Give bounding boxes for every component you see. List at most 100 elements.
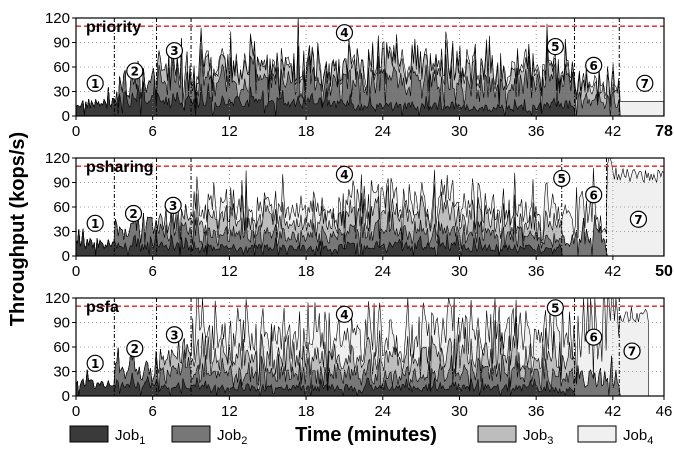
phase-label-4: 4 xyxy=(335,305,354,323)
phase-number: 1 xyxy=(91,357,99,371)
x-tick-label: 0 xyxy=(72,263,80,280)
phase-circle xyxy=(86,354,104,372)
phase-number: 6 xyxy=(590,331,598,345)
x-tick-label: 6 xyxy=(149,123,157,140)
phase-circle xyxy=(335,24,354,42)
legend-label-subscript: 2 xyxy=(241,435,247,447)
phase-circle xyxy=(636,74,654,92)
x-tick-label: 12 xyxy=(221,263,238,280)
phase-circle xyxy=(546,299,564,317)
phase-circle xyxy=(623,342,641,360)
phase-number: 2 xyxy=(129,207,137,221)
y-tick-label: 0 xyxy=(62,388,70,405)
phase-circle xyxy=(86,214,104,232)
phase-number: 7 xyxy=(628,345,636,359)
phase-number: 4 xyxy=(340,308,348,322)
legend-item-job4: Job4 xyxy=(577,425,653,447)
phase-label-2: 2 xyxy=(126,62,144,80)
x-tick-label: 42 xyxy=(605,403,622,420)
phase-number: 7 xyxy=(641,77,649,91)
phase-circle xyxy=(126,62,144,80)
phase-number: 1 xyxy=(91,217,99,231)
phase-label-7: 7 xyxy=(629,210,648,228)
x-tick-label: 24 xyxy=(374,123,391,140)
x-tick-label: 18 xyxy=(298,403,315,420)
y-tick-label: 60 xyxy=(53,339,70,356)
phase-label-4: 4 xyxy=(335,165,354,183)
phase-circle xyxy=(553,169,571,188)
x-tick-label: 42 xyxy=(605,263,622,280)
phase-number: 3 xyxy=(170,328,178,342)
phase-label-5: 5 xyxy=(546,37,564,56)
phase-number: 2 xyxy=(131,65,139,79)
legend-label: Job3 xyxy=(523,427,553,447)
x-tick-label: 12 xyxy=(221,403,238,420)
legend-item-job2: Job2 xyxy=(171,425,247,447)
x-tick-label: 30 xyxy=(451,263,468,280)
legend-swatch xyxy=(577,425,617,443)
phase-circle xyxy=(165,42,184,60)
phase-circle xyxy=(629,210,648,228)
phase-number: 3 xyxy=(170,44,178,58)
legend-swatch xyxy=(171,425,211,443)
phase-label-3: 3 xyxy=(164,196,182,214)
y-tick-label: 120 xyxy=(45,150,70,167)
legend-label-subscript: 3 xyxy=(547,435,553,447)
x-end-label: 78 xyxy=(655,123,673,140)
y-tick-label: 0 xyxy=(62,248,70,265)
phase-circle xyxy=(86,74,104,92)
phase-circle xyxy=(126,340,144,358)
phase-label-3: 3 xyxy=(165,42,184,60)
phase-number: 5 xyxy=(551,40,559,54)
legend-label-base: Job xyxy=(523,427,547,444)
legend-label: Job2 xyxy=(217,427,247,447)
y-tick-label: 60 xyxy=(53,199,70,216)
phase-circle xyxy=(335,165,354,183)
x-tick-label: 30 xyxy=(451,403,468,420)
legend-label-subscript: 1 xyxy=(139,435,145,447)
phase-number: 3 xyxy=(169,199,177,213)
panel-title: psfa xyxy=(86,299,119,316)
phase-label-7: 7 xyxy=(623,342,641,360)
phase-number: 1 xyxy=(91,77,99,91)
legend-label-base: Job xyxy=(115,427,139,444)
phase-number: 6 xyxy=(590,188,598,202)
legend-swatch xyxy=(69,425,109,443)
x-tick-label: 36 xyxy=(528,403,545,420)
legend-item-job3: Job3 xyxy=(477,425,553,447)
y-tick-label: 120 xyxy=(45,290,70,307)
phase-circle xyxy=(124,204,143,223)
phase-circle xyxy=(164,196,182,214)
x-axis-label: Time (minutes) xyxy=(295,424,437,446)
legend-label: Job4 xyxy=(623,427,653,447)
phase-label-6: 6 xyxy=(585,56,603,74)
x-tick-label: 6 xyxy=(149,403,157,420)
phase-circle xyxy=(165,326,184,344)
phase-circle xyxy=(585,186,603,204)
y-tick-label: 90 xyxy=(53,175,70,192)
panel-title: priority xyxy=(86,19,141,36)
y-tick-label: 30 xyxy=(53,224,70,241)
phase-label-5: 5 xyxy=(553,169,571,188)
x-tick-label: 36 xyxy=(528,263,545,280)
phase-label-1: 1 xyxy=(86,74,104,92)
y-tick-label: 0 xyxy=(62,108,70,125)
x-tick-label: 24 xyxy=(374,403,391,420)
x-tick-label: 46 xyxy=(656,403,673,420)
phase-circle xyxy=(335,305,354,323)
y-tick-label: 90 xyxy=(53,315,70,332)
x-tick-label: 0 xyxy=(72,123,80,140)
y-tick-label: 90 xyxy=(53,35,70,52)
job1-area xyxy=(75,78,664,117)
y-axis-label: Throughput (kops/s) xyxy=(7,132,29,326)
x-tick-label: 36 xyxy=(528,123,545,140)
phase-number: 6 xyxy=(590,59,598,73)
job2-area xyxy=(75,347,649,397)
phase-circle xyxy=(585,328,603,346)
y-tick-label: 60 xyxy=(53,59,70,76)
legend-label-subscript: 4 xyxy=(647,435,653,447)
